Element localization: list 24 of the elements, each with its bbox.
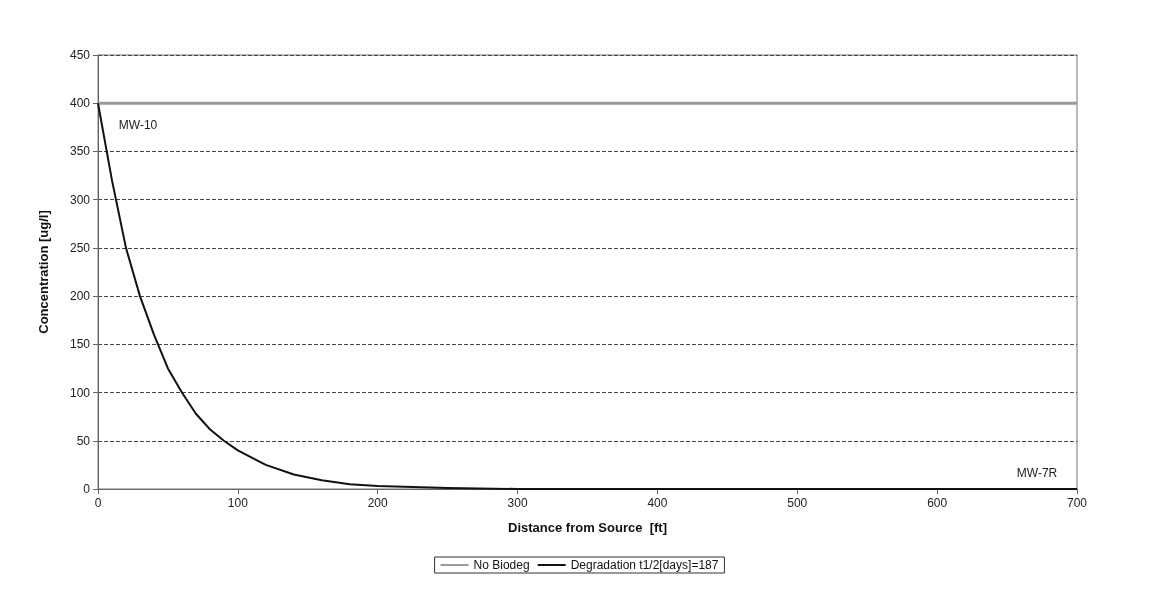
y-tick-label: 0 — [83, 482, 91, 496]
x-tick-label: 0 — [94, 496, 102, 510]
legend-label: No Biodeg — [473, 558, 530, 572]
x-tick-label: 700 — [1066, 496, 1088, 510]
y-tick-label: 450 — [69, 48, 91, 62]
x-tick-label: 600 — [927, 496, 948, 510]
x-axis-title: Distance from Source [ft] — [508, 520, 667, 535]
y-tick-label: 350 — [69, 144, 91, 159]
y-tick-label: 200 — [69, 289, 91, 304]
x-tick-label: 400 — [647, 496, 668, 510]
y-tick-label: 50 — [76, 433, 91, 448]
annotation: MW-10 — [118, 118, 158, 133]
x-tick-label: 200 — [367, 496, 389, 510]
y-axis-title: Concentration [ug/l] — [36, 210, 51, 334]
y-tick-label: 250 — [69, 240, 91, 255]
y-tick-label: 300 — [69, 192, 91, 207]
x-tick-label: 300 — [507, 496, 528, 510]
x-tick-label: 100 — [227, 496, 249, 510]
annotation: MW-7R — [1016, 466, 1058, 480]
y-tick-label: 100 — [69, 385, 91, 400]
y-tick-label: 400 — [69, 96, 91, 111]
x-tick-label: 500 — [787, 496, 808, 510]
legend-label: Degradation t1/2[days]=187 — [570, 558, 719, 572]
y-tick-label: 150 — [69, 337, 91, 352]
